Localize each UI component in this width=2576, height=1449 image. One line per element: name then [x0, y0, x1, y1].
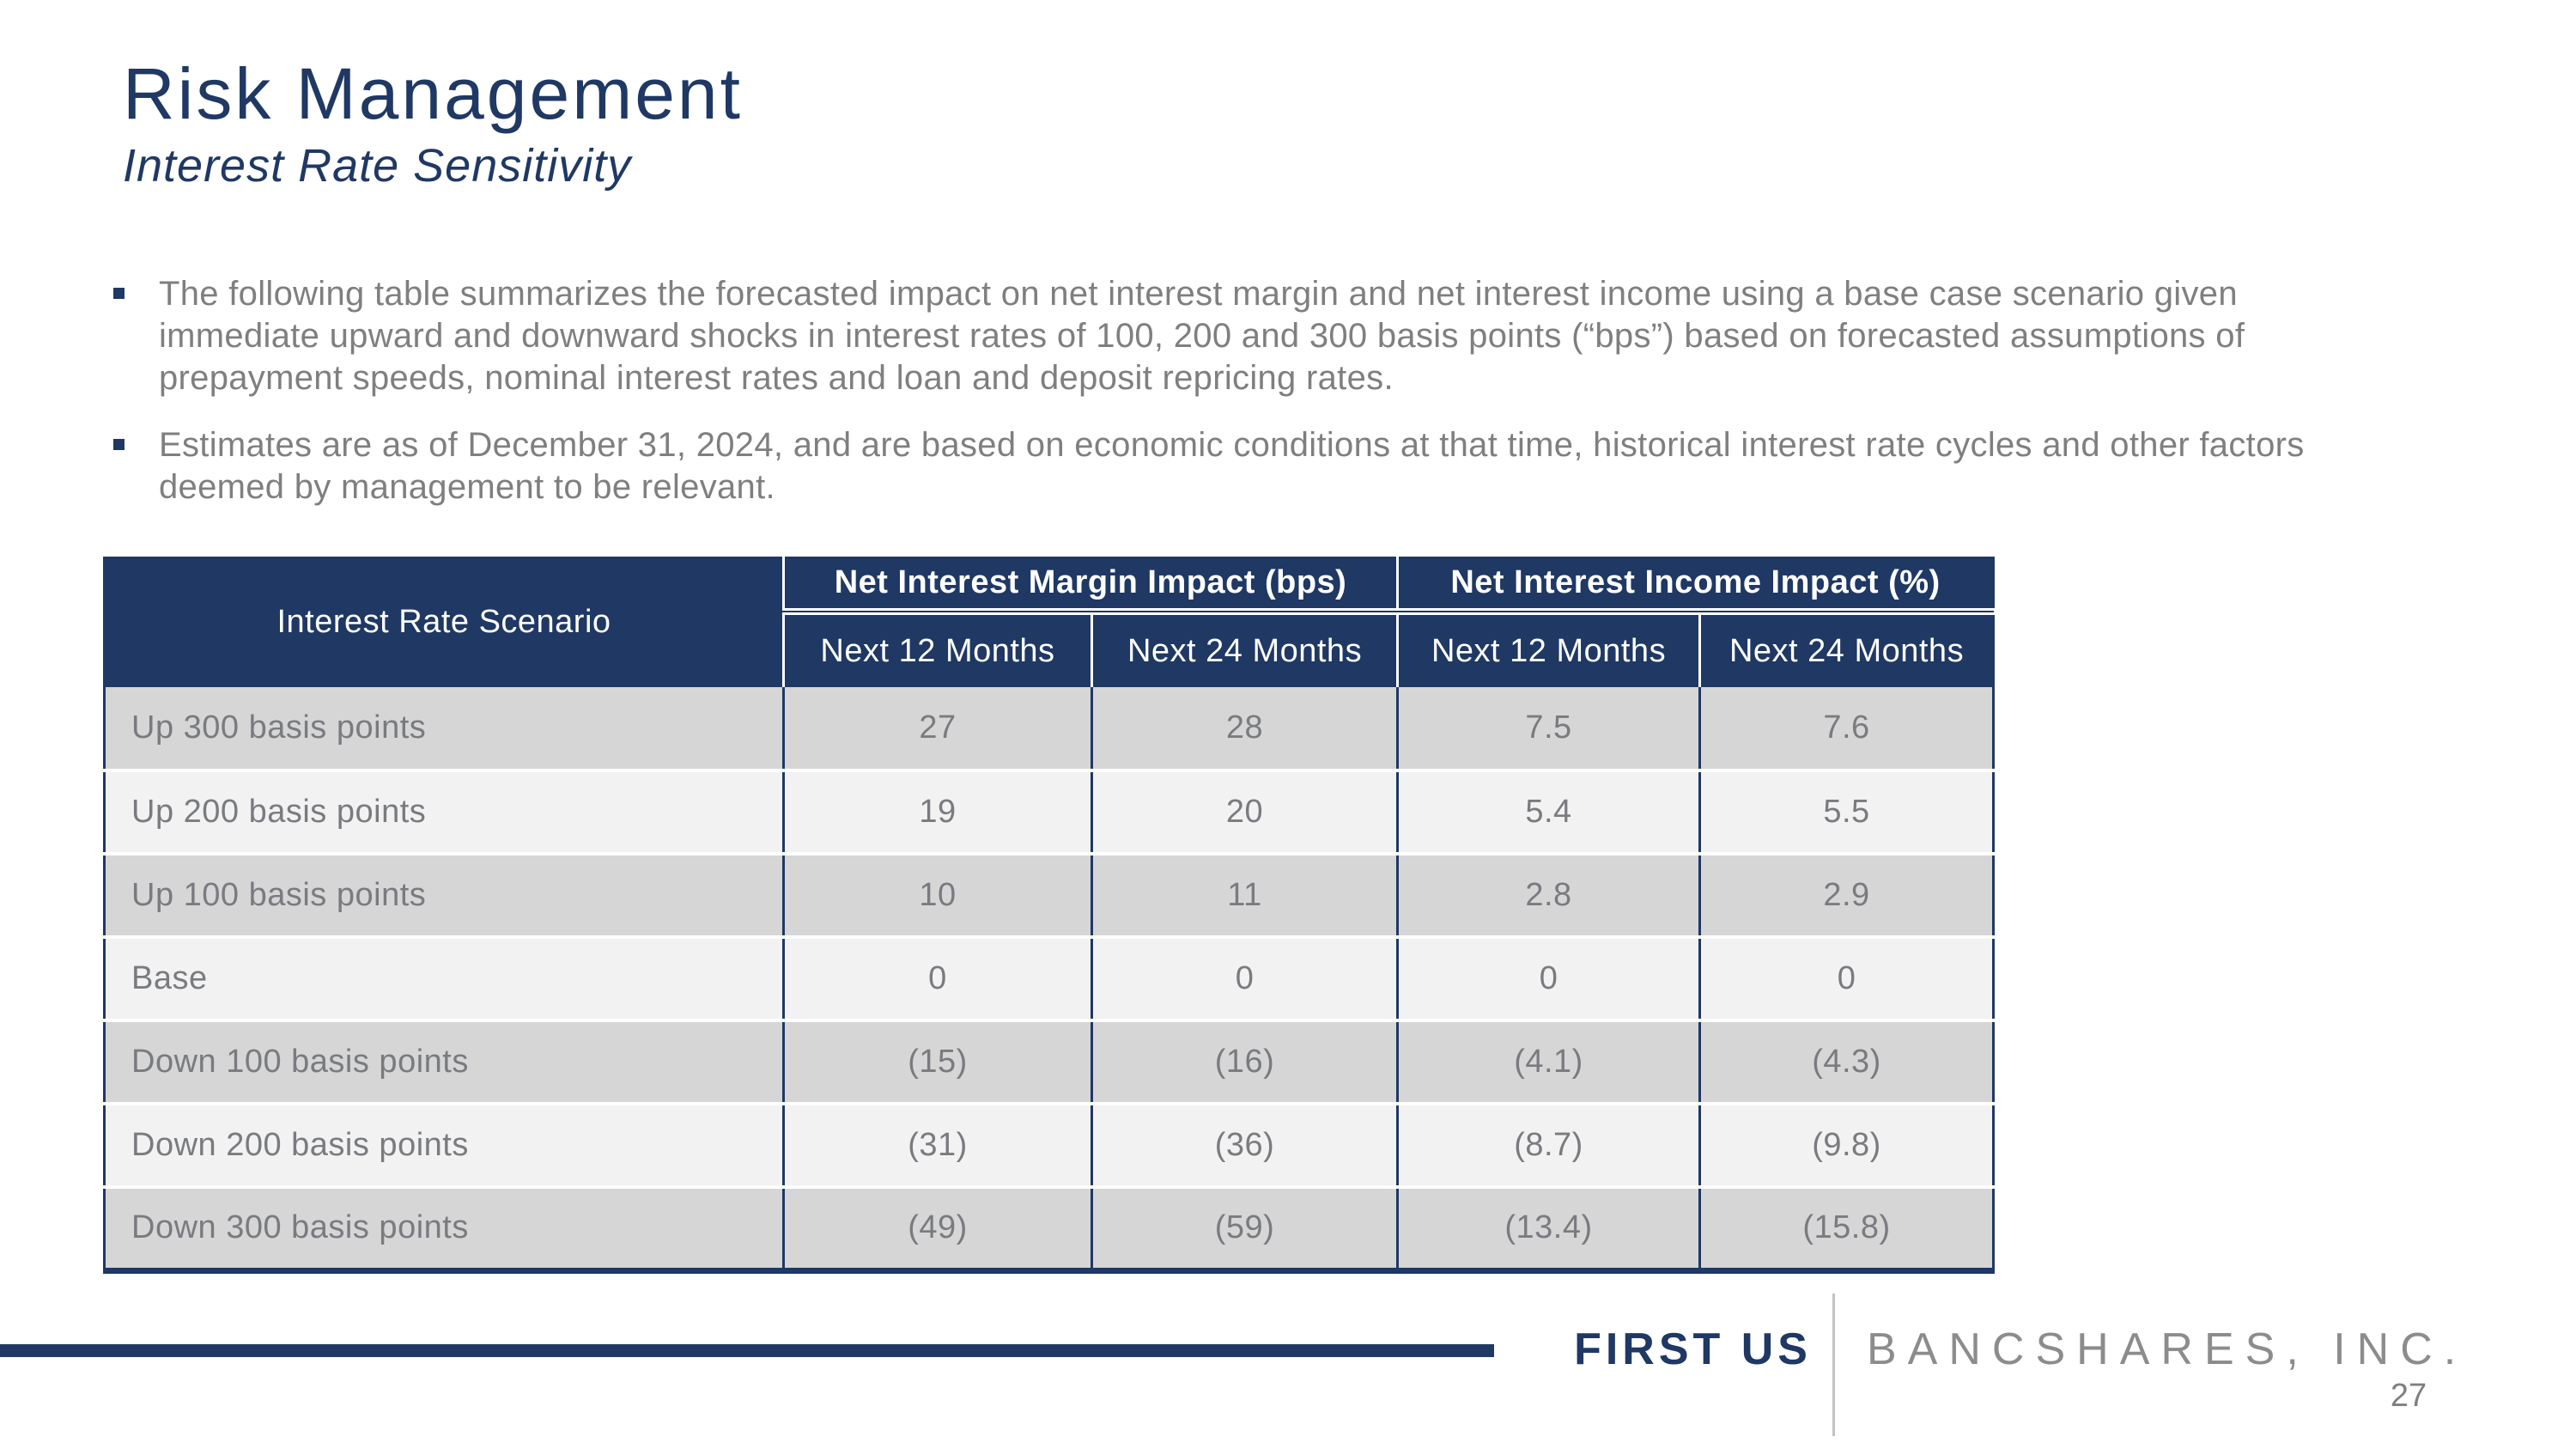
value-cell: (4.3)	[1698, 1019, 1994, 1104]
scenario-cell: Down 100 basis points	[104, 1019, 784, 1104]
value-cell: 0	[1396, 935, 1700, 1020]
value-cell: (59)	[1090, 1185, 1398, 1270]
value-cell: 0	[1698, 935, 1994, 1020]
value-cell: (8.7)	[1396, 1102, 1700, 1187]
value-cell: (31)	[782, 1102, 1092, 1187]
column-header-scenario: Interest Rate Scenario	[104, 557, 785, 687]
table-row: Down 300 basis points (49) (59) (13.4) (…	[104, 1185, 1994, 1270]
table-sub-header-row: Next 12 Months Next 24 Months Next 12 Mo…	[105, 612, 1994, 687]
scenario-cell: Base	[104, 935, 784, 1020]
brand-logo-bancshares: BANCSHARES, INC.	[1867, 1324, 2468, 1374]
table-row: Down 200 basis points (31) (36) (8.7) (9…	[104, 1102, 1994, 1187]
column-header-nii-24mo: Next 24 Months	[1698, 612, 1994, 687]
group-header-nim: Net Interest Margin Impact (bps)	[783, 557, 1398, 615]
scenario-cell: Down 200 basis points	[104, 1102, 784, 1187]
value-cell: (15)	[782, 1019, 1092, 1104]
table-row: Up 300 basis points 27 28 7.5 7.6	[104, 687, 1994, 770]
value-cell: (4.1)	[1396, 1019, 1700, 1104]
bullet-text: The following table summarizes the forec…	[159, 275, 2245, 398]
column-header-nii-12mo: Next 12 Months	[1396, 612, 1700, 687]
bullet-item: The following table summarizes the forec…	[110, 273, 2342, 400]
value-cell: (36)	[1090, 1102, 1398, 1187]
value-cell: (9.8)	[1698, 1102, 1994, 1187]
value-cell: 10	[782, 852, 1092, 937]
table-row: Up 100 basis points 10 11 2.8 2.9	[104, 852, 1994, 937]
bullet-square-icon	[113, 288, 125, 299]
bullet-square-icon	[113, 438, 125, 450]
table-row: Base 0 0 0 0	[104, 935, 1994, 1020]
value-cell: (49)	[782, 1185, 1092, 1270]
bullet-text: Estimates are as of December 31, 2024, a…	[159, 425, 2305, 506]
table-row: Up 200 basis points 19 20 5.4 5.5	[104, 769, 1994, 854]
value-cell: 20	[1090, 769, 1398, 854]
value-cell: (13.4)	[1396, 1185, 1700, 1270]
scenario-cell: Up 300 basis points	[104, 687, 784, 770]
value-cell: 27	[782, 687, 1092, 770]
footer-accent-bar	[0, 1344, 1494, 1357]
value-cell: 19	[782, 769, 1092, 854]
page-subtitle: Interest Rate Sensitivity	[123, 140, 632, 192]
interest-rate-sensitivity-table: Interest Rate Scenario Net Interest Marg…	[103, 557, 1996, 1274]
value-cell: (15.8)	[1698, 1185, 1994, 1270]
value-cell: 5.5	[1698, 769, 1994, 854]
table-row: Down 100 basis points (15) (16) (4.1) (4…	[104, 1019, 1994, 1104]
value-cell: (16)	[1090, 1019, 1398, 1104]
page-title: Risk Management	[123, 53, 743, 134]
value-cell: 0	[1090, 935, 1398, 1020]
value-cell: 5.4	[1396, 769, 1700, 854]
value-cell: 2.9	[1698, 852, 1994, 937]
value-cell: 7.6	[1698, 687, 1994, 770]
value-cell: 2.8	[1396, 852, 1700, 937]
bullet-list: The following table summarizes the forec…	[110, 273, 2342, 533]
table-group-header-row: Interest Rate Scenario Net Interest Marg…	[104, 557, 1994, 687]
brand-logo-divider	[1832, 1294, 1835, 1436]
scenario-cell: Up 100 basis points	[104, 852, 784, 937]
value-cell: 7.5	[1396, 687, 1700, 770]
value-cell: 0	[782, 935, 1092, 1020]
scenario-cell: Down 300 basis points	[104, 1185, 784, 1270]
brand-logo-first-us: FIRST US	[1574, 1324, 1812, 1374]
scenario-cell: Up 200 basis points	[104, 769, 784, 854]
bullet-item: Estimates are as of December 31, 2024, a…	[110, 424, 2342, 508]
title-block: Risk Management Interest Rate Sensitivit…	[123, 53, 743, 192]
column-header-nim-12mo: Next 12 Months	[783, 612, 1092, 687]
group-header-nii: Net Interest Income Impact (%)	[1396, 557, 1994, 615]
value-cell: 28	[1090, 687, 1398, 770]
column-header-nim-24mo: Next 24 Months	[1090, 612, 1398, 687]
page-number: 27	[2390, 1378, 2427, 1414]
value-cell: 11	[1090, 852, 1398, 937]
